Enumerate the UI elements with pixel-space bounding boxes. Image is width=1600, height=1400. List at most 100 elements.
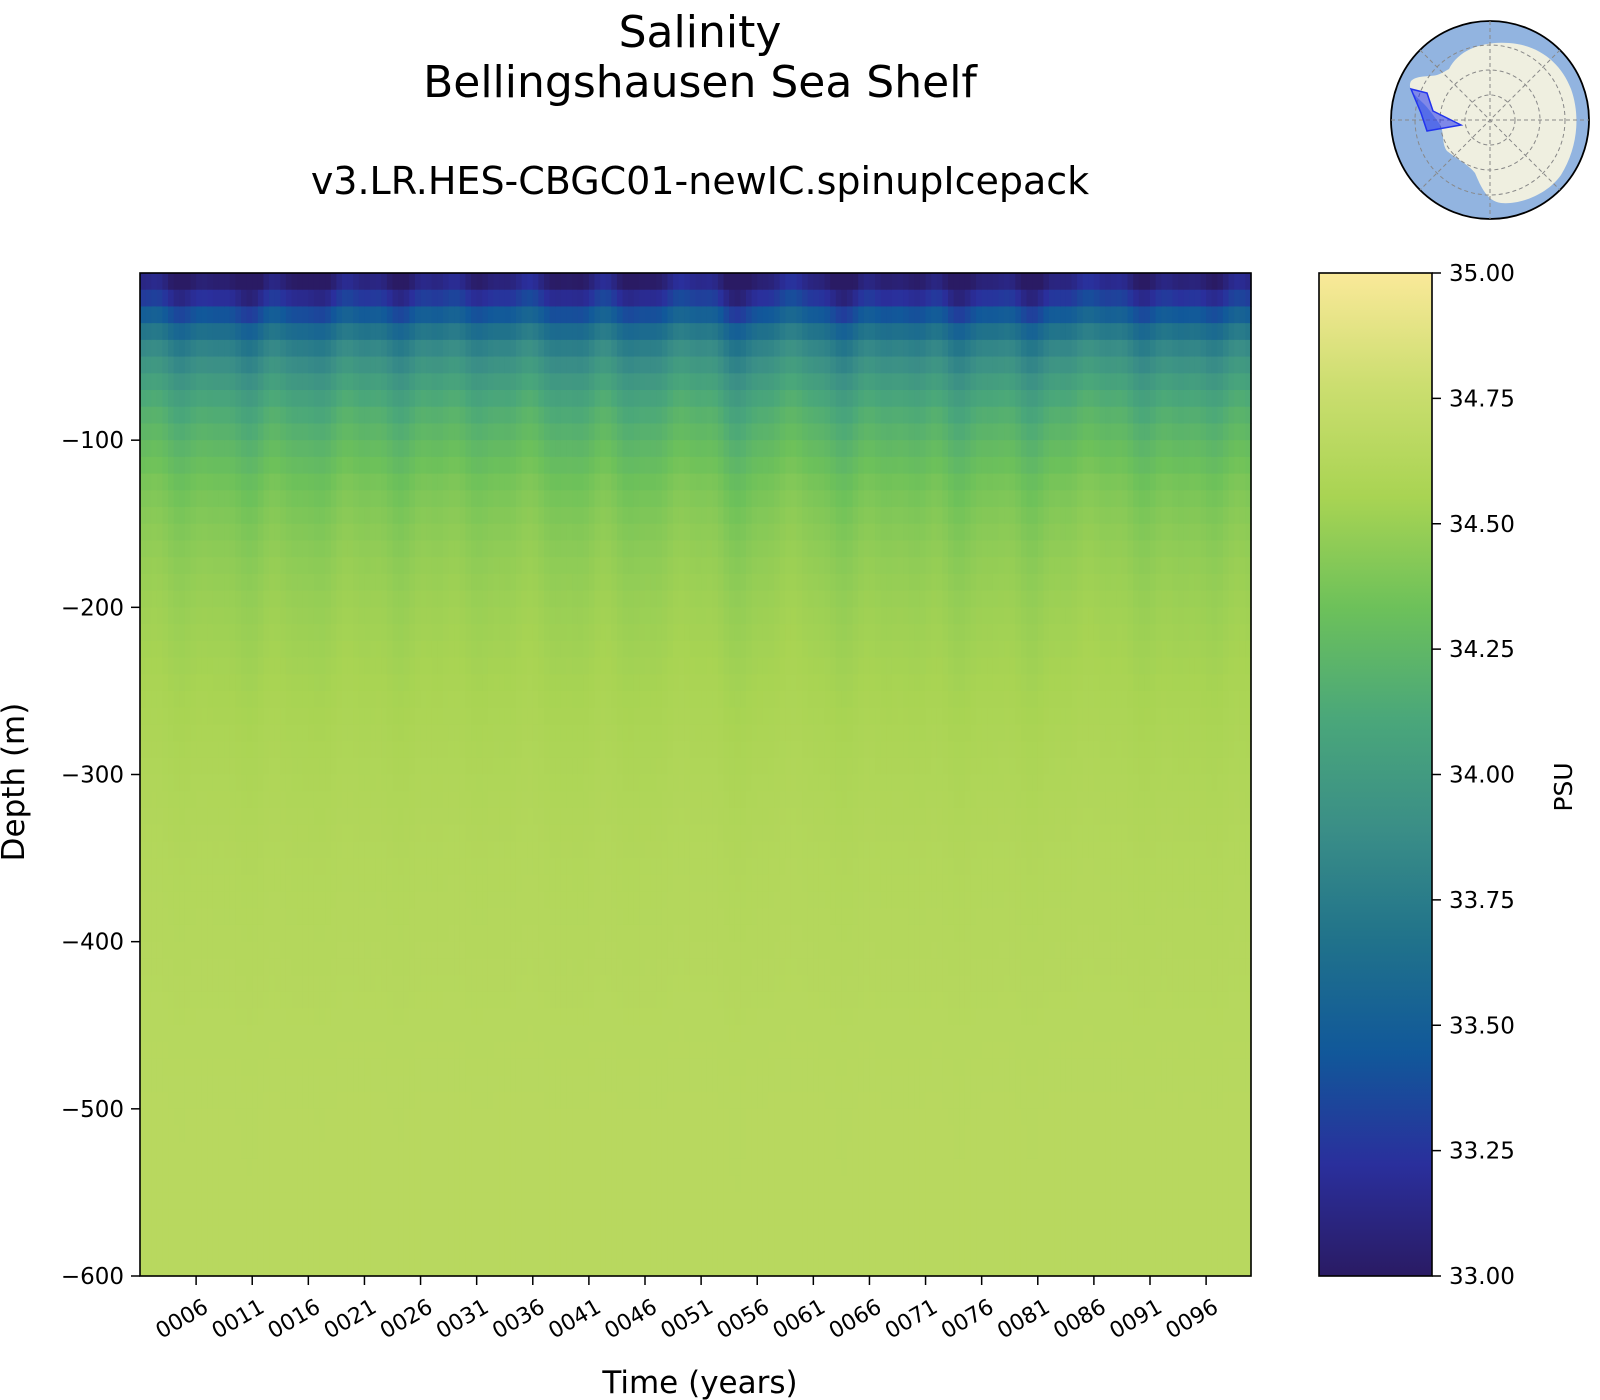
heatmap-cell xyxy=(538,440,545,458)
heatmap-cell xyxy=(487,975,495,993)
heatmap-cell xyxy=(229,891,236,909)
heatmap-cell xyxy=(392,323,399,341)
heatmap-cell xyxy=(521,1242,528,1260)
heatmap-cell xyxy=(207,406,214,425)
heatmap-cell xyxy=(510,874,517,893)
heatmap-cell xyxy=(280,741,287,759)
heatmap-cell xyxy=(487,924,495,943)
heatmap-cell xyxy=(241,339,248,358)
heatmap-cell xyxy=(409,841,416,859)
heatmap-cell xyxy=(493,674,500,692)
heatmap-cell xyxy=(454,791,461,809)
heatmap-cell xyxy=(566,1058,573,1076)
heatmap-cell xyxy=(257,941,265,959)
heatmap-cell xyxy=(274,975,281,993)
heatmap-cell xyxy=(437,490,444,508)
heatmap-cell xyxy=(229,908,236,926)
heatmap-cell xyxy=(476,507,483,525)
heatmap-cell xyxy=(403,1108,410,1127)
heatmap-cell xyxy=(218,1192,225,1210)
heatmap-cell xyxy=(313,991,321,1010)
heatmap-cell xyxy=(375,791,382,809)
heatmap-cell xyxy=(342,356,349,374)
heatmap-cell xyxy=(336,724,343,742)
heatmap-cell xyxy=(140,841,147,859)
heatmap-cell xyxy=(302,1108,309,1127)
heatmap-cell xyxy=(588,757,596,776)
heatmap-cell xyxy=(493,858,500,876)
heatmap-cell xyxy=(482,390,489,408)
heatmap-cell xyxy=(560,707,568,725)
heatmap-cell xyxy=(370,1175,377,1194)
heatmap-cell xyxy=(229,874,236,893)
heatmap-cell xyxy=(184,423,192,441)
heatmap-cell xyxy=(285,523,293,542)
heatmap-cell xyxy=(218,757,225,776)
heatmap-cell xyxy=(482,557,489,575)
heatmap-cell xyxy=(420,958,427,976)
heatmap-cell xyxy=(325,540,332,558)
heatmap-cell xyxy=(224,607,231,625)
heatmap-cell xyxy=(291,423,298,441)
heatmap-cell xyxy=(527,624,534,642)
heatmap-cell xyxy=(285,273,293,291)
heatmap-cell xyxy=(257,1092,265,1110)
heatmap-cell xyxy=(313,1225,321,1244)
heatmap-cell xyxy=(527,1142,534,1160)
heatmap-cell xyxy=(257,507,265,525)
heatmap-cell xyxy=(179,941,186,959)
heatmap-cell xyxy=(392,924,399,943)
heatmap-cell xyxy=(173,289,180,308)
heatmap-cell xyxy=(201,456,208,475)
heatmap-cell xyxy=(487,406,495,425)
heatmap-cell xyxy=(140,858,147,876)
heatmap-cell xyxy=(392,1075,399,1093)
heatmap-cell xyxy=(274,1058,281,1076)
heatmap-cell xyxy=(560,1259,568,1277)
heatmap-cell xyxy=(443,724,450,742)
heatmap-cell xyxy=(212,791,220,809)
heatmap-cell xyxy=(459,456,467,475)
heatmap-cell xyxy=(420,858,427,876)
heatmap-cell xyxy=(297,1008,304,1026)
heatmap-cell xyxy=(482,1259,489,1277)
heatmap-cell xyxy=(224,473,231,491)
heatmap-cell xyxy=(212,523,220,542)
heatmap-cell xyxy=(190,473,197,491)
heatmap-cell xyxy=(448,339,455,358)
heatmap-cell xyxy=(538,1092,545,1110)
heatmap-cell xyxy=(538,624,545,642)
heatmap-cell xyxy=(325,874,332,893)
heatmap-cell xyxy=(212,1041,220,1060)
heatmap-cell xyxy=(358,1058,366,1076)
heatmap-cell xyxy=(269,924,276,943)
heatmap-cell xyxy=(162,841,169,859)
heatmap-cell xyxy=(302,557,309,575)
heatmap-cell xyxy=(342,423,349,441)
heatmap-cell xyxy=(274,841,281,859)
heatmap-cell xyxy=(297,858,304,876)
heatmap-cell xyxy=(330,674,337,692)
heatmap-cell xyxy=(145,707,152,725)
heatmap-cell xyxy=(566,557,573,575)
heatmap-cell xyxy=(246,1108,253,1127)
heatmap-cell xyxy=(487,557,495,575)
heatmap-cell xyxy=(594,273,601,291)
heatmap-cell xyxy=(493,456,500,475)
heatmap-cell xyxy=(342,440,349,458)
heatmap-cell xyxy=(510,657,517,675)
heatmap-cell xyxy=(431,874,438,893)
heatmap-cell xyxy=(241,573,248,592)
heatmap-cell xyxy=(235,724,242,742)
heatmap-cell xyxy=(521,590,528,608)
heatmap-cell xyxy=(201,423,208,441)
heatmap-cell xyxy=(375,507,382,525)
heatmap-cell xyxy=(398,373,405,391)
heatmap-cell xyxy=(151,1041,158,1060)
heatmap-cell xyxy=(173,941,180,959)
heatmap-cell xyxy=(409,540,416,558)
heatmap-cell xyxy=(471,1075,478,1093)
heatmap-cell xyxy=(269,1075,276,1093)
heatmap-cell xyxy=(235,1225,242,1244)
heatmap-cell xyxy=(168,406,175,425)
